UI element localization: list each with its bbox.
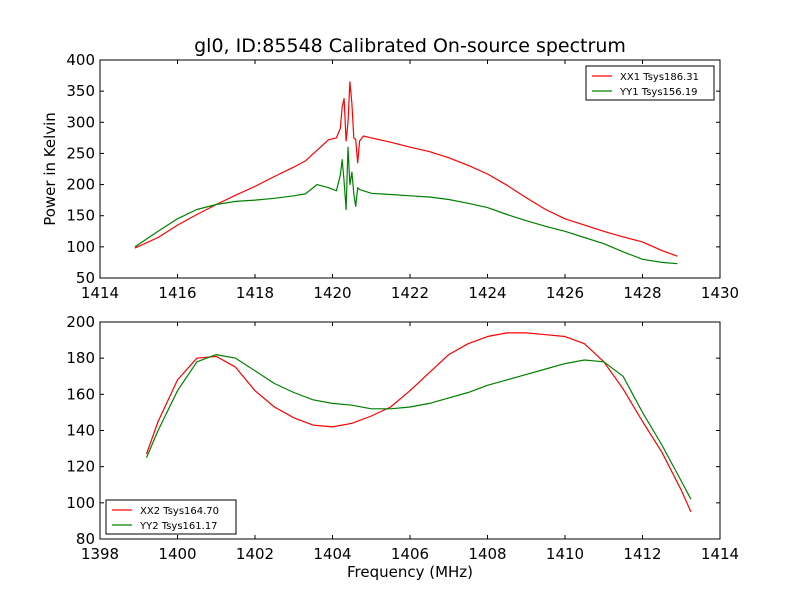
x-tick-label: 1404 (313, 545, 351, 563)
x-tick-label: 1400 (158, 545, 196, 563)
x-tick-label: 1424 (468, 284, 506, 302)
x-tick-label: 1412 (623, 545, 661, 563)
y-tick-label: 120 (66, 458, 95, 476)
legend-box (585, 65, 715, 101)
legend-label: XX1 Tsys186.31 (620, 72, 699, 83)
y-tick-label: 100 (66, 238, 95, 256)
y-axis-label: Power in Kelvin (41, 112, 59, 226)
y-tick-label: 200 (66, 313, 95, 331)
series-line-1 (145, 332, 692, 513)
y-tick-label: 100 (66, 494, 95, 512)
x-tick-label: 1430 (701, 284, 739, 302)
x-tick-label: 1410 (546, 545, 584, 563)
y-tick-label: 150 (66, 207, 95, 225)
x-tick-label: 1398 (81, 545, 119, 563)
legend-label: YY1 Tsys156.19 (619, 87, 698, 98)
legend-label: XX2 Tsys164.70 (140, 506, 219, 517)
x-tick-label: 1408 (468, 545, 506, 563)
y-tick-label: 350 (66, 82, 95, 100)
legend: XX2 Tsys164.70 YY2 Tsys161.17 (105, 499, 237, 535)
y-tick-label: 200 (66, 176, 95, 194)
y-tick-label: 50 (76, 269, 95, 287)
x-axis-label: Frequency (MHz) (347, 563, 473, 581)
legend: XX1 Tsys186.31 YY1 Tsys156.19 (585, 65, 715, 101)
series-line-2 (134, 146, 678, 265)
legend-box (105, 499, 237, 535)
x-tick-label: 1406 (391, 545, 429, 563)
series-line-2 (145, 354, 692, 500)
x-tick-label: 1402 (236, 545, 274, 563)
x-tick-label: 1414 (701, 545, 739, 563)
x-tick-label: 1416 (158, 284, 196, 302)
bottom-panel: 1398 1400 1402 1404 1406 1408 1410 1412 1414 80 10… (66, 313, 739, 563)
x-tick-label: 1422 (391, 284, 429, 302)
y-tick-label: 140 (66, 422, 95, 440)
y-tick-label: 400 (66, 51, 95, 69)
x-tick-label: 1426 (546, 284, 584, 302)
series-line-1 (134, 81, 678, 257)
y-tick-label: 80 (76, 530, 95, 548)
legend-label: YY2 Tsys161.17 (139, 521, 218, 532)
y-tick-label: 250 (66, 144, 95, 162)
x-tick-label: 1428 (623, 284, 661, 302)
y-tick-label: 300 (66, 113, 95, 131)
x-tick-label: 1418 (236, 284, 274, 302)
y-tick-label: 180 (66, 349, 95, 367)
x-tick-label: 1420 (313, 284, 351, 302)
top-panel: 1414 1416 1418 1420 1422 1424 1426 1428 1430 50 10… (41, 51, 739, 302)
x-tick-label: 1414 (81, 284, 119, 302)
chart-title: gl0, ID:85548 Calibrated On-source spect… (194, 35, 626, 57)
y-tick-label: 160 (66, 385, 95, 403)
